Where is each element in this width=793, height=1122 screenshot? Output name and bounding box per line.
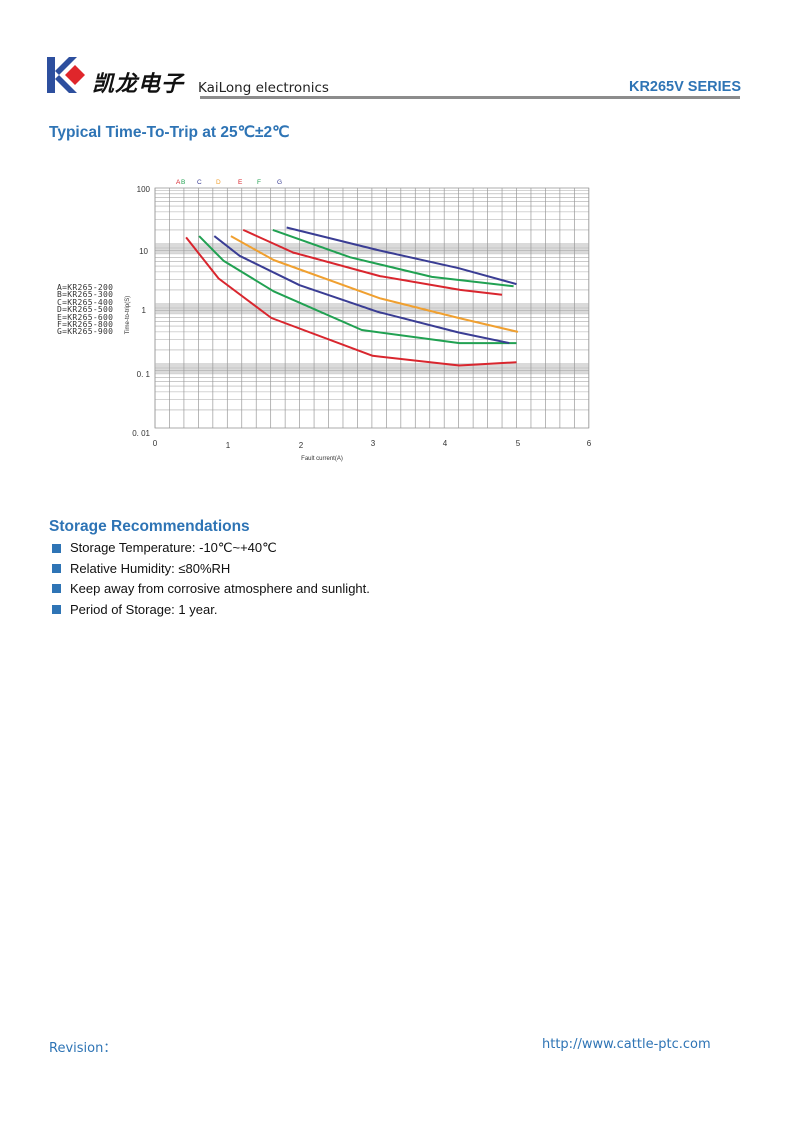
legend-entry: D=KR265-500	[57, 305, 114, 315]
x-tick-label: 6	[587, 439, 592, 448]
storage-item-text: Relative Humidity: ≤80%RH	[70, 561, 231, 576]
legend-entry: B=KR265-300	[57, 290, 114, 300]
storage-item: Relative Humidity: ≤80%RH	[52, 561, 230, 576]
series-letter-d: D	[216, 179, 221, 186]
x-tick-label: 5	[516, 439, 521, 448]
series-line-d	[230, 235, 519, 333]
storage-item: Storage Temperature: -10℃~+40℃	[52, 540, 277, 556]
storage-item: Keep away from corrosive atmosphere and …	[52, 581, 370, 596]
x-tick-label: 3	[371, 439, 376, 448]
storage-item: Period of Storage: 1 year.	[52, 602, 217, 617]
x-axis-label: Fault current(A)	[301, 456, 343, 462]
series-line-e	[242, 228, 503, 296]
kailong-logo-icon	[47, 57, 85, 93]
header-divider	[200, 96, 740, 99]
website-link[interactable]: http://www.cattle-ptc.com	[542, 1037, 711, 1052]
chart-ticks: 100 10 1 0. 1 0. 01 0 1 2 3 4 5 6 Fault …	[125, 185, 592, 462]
x-tick-label: 4	[443, 439, 448, 448]
y-tick-label: 10	[139, 247, 148, 256]
x-tick-label: 1	[226, 441, 231, 450]
series-letter-f: F	[257, 179, 261, 186]
bullet-square-icon	[52, 543, 61, 553]
series-letter-g: G	[277, 179, 282, 186]
y-tick-label: 100	[137, 185, 151, 194]
section-title-time-to-trip: Typical Time-To-Trip at 25℃±2℃	[49, 124, 290, 141]
bullet-square-icon	[52, 605, 61, 614]
legend-entry: G=KR265-900	[57, 327, 114, 337]
series-letter-e: E	[238, 179, 243, 186]
y-tick-label: 1	[142, 306, 147, 315]
y-axis-label: Time-to-trip(S)	[125, 296, 131, 334]
brand-name: KaiLong electronics	[198, 80, 329, 96]
series-line-c	[213, 235, 510, 345]
revision-label: Revision：	[49, 1041, 117, 1056]
logo-chinese-text: 凯龙电子	[92, 71, 185, 97]
legend-entry: E=KR265-600	[57, 312, 114, 322]
bullet-square-icon	[52, 564, 61, 573]
storage-item-text: Keep away from corrosive atmosphere and …	[70, 581, 370, 596]
y-tick-label: 0. 1	[137, 370, 151, 379]
chart-legend: A=KR265-200 B=KR265-300 C=KR265-400 D=KR…	[57, 283, 114, 337]
legend-entry: F=KR265-800	[57, 320, 114, 330]
series-letter-c: C	[197, 179, 202, 186]
time-to-trip-chart: 100 10 1 0. 1 0. 01 0 1 2 3 4 5 6 Fault …	[125, 179, 592, 462]
x-tick-label: 0	[153, 439, 158, 448]
series-line-b	[198, 235, 517, 345]
y-tick-label: 0. 01	[132, 429, 150, 438]
storage-item-text: Storage Temperature: -10℃~+40℃	[70, 540, 277, 555]
bullet-square-icon	[52, 584, 61, 593]
x-tick-label: 2	[299, 441, 304, 450]
legend-entry: A=KR265-200	[57, 283, 114, 292]
storage-item-text: Period of Storage: 1 year.	[70, 602, 218, 617]
chart-series	[185, 226, 519, 367]
series-line-a	[185, 236, 517, 367]
section-title-storage: Storage Recommendations	[49, 518, 250, 535]
series-line-g	[286, 226, 517, 286]
series-line-f	[272, 228, 514, 288]
chart-grid	[154, 187, 590, 429]
series-letter-b: B	[181, 179, 185, 186]
legend-entry: C=KR265-400	[57, 297, 114, 307]
series-title: KR265V SERIES	[628, 79, 741, 95]
series-letter-a: A	[176, 179, 181, 186]
